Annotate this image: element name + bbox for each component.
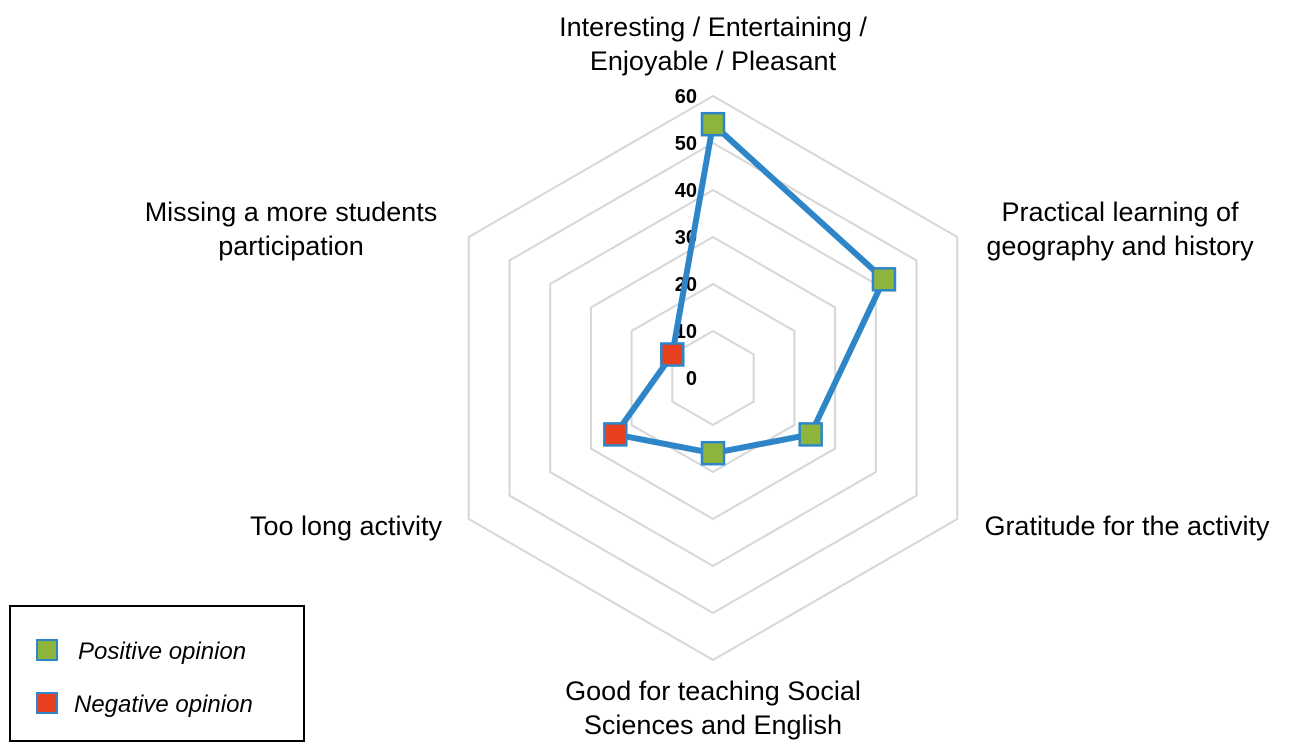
radar-grid bbox=[467, 94, 959, 662]
legend-label-negative: Negative opinion bbox=[74, 691, 253, 718]
category-label: Good for teaching Social Sciences and Eng… bbox=[565, 676, 861, 740]
tick-label: 40 bbox=[675, 180, 697, 202]
tick-label: 60 bbox=[675, 86, 697, 108]
data-markers bbox=[603, 111, 897, 466]
legend-box bbox=[9, 605, 305, 742]
data-point-marker bbox=[603, 422, 628, 447]
data-point-marker bbox=[798, 422, 823, 447]
grid-ring bbox=[589, 235, 837, 521]
category-label: Too long activity bbox=[250, 511, 443, 541]
data-point-marker bbox=[700, 111, 726, 137]
legend-marker-positive bbox=[36, 639, 58, 661]
tick-label: 0 bbox=[686, 368, 697, 390]
data-point-marker bbox=[660, 342, 685, 367]
tick-label: 10 bbox=[675, 321, 697, 343]
category-label: Gratitude for the activity bbox=[984, 511, 1270, 541]
tick-label: 50 bbox=[675, 133, 697, 155]
legend: Positive opinion Negative opinion bbox=[9, 605, 305, 742]
data-point-marker bbox=[700, 440, 726, 466]
data-point-marker bbox=[871, 267, 897, 292]
grid-ring bbox=[508, 141, 918, 615]
category-label: Interesting / Entertaining / Enjoyable / … bbox=[559, 12, 867, 76]
category-label: Practical learning of geography and histo… bbox=[986, 197, 1254, 261]
category-label: Missing a more students participation bbox=[145, 197, 438, 261]
legend-label-positive: Positive opinion bbox=[78, 638, 246, 665]
grid-ring bbox=[549, 188, 877, 568]
grid-ring bbox=[630, 282, 796, 474]
category-labels: Interesting / Entertaining / Enjoyable / … bbox=[145, 12, 1270, 740]
grid-ring bbox=[467, 94, 959, 662]
legend-marker-negative bbox=[36, 692, 58, 714]
